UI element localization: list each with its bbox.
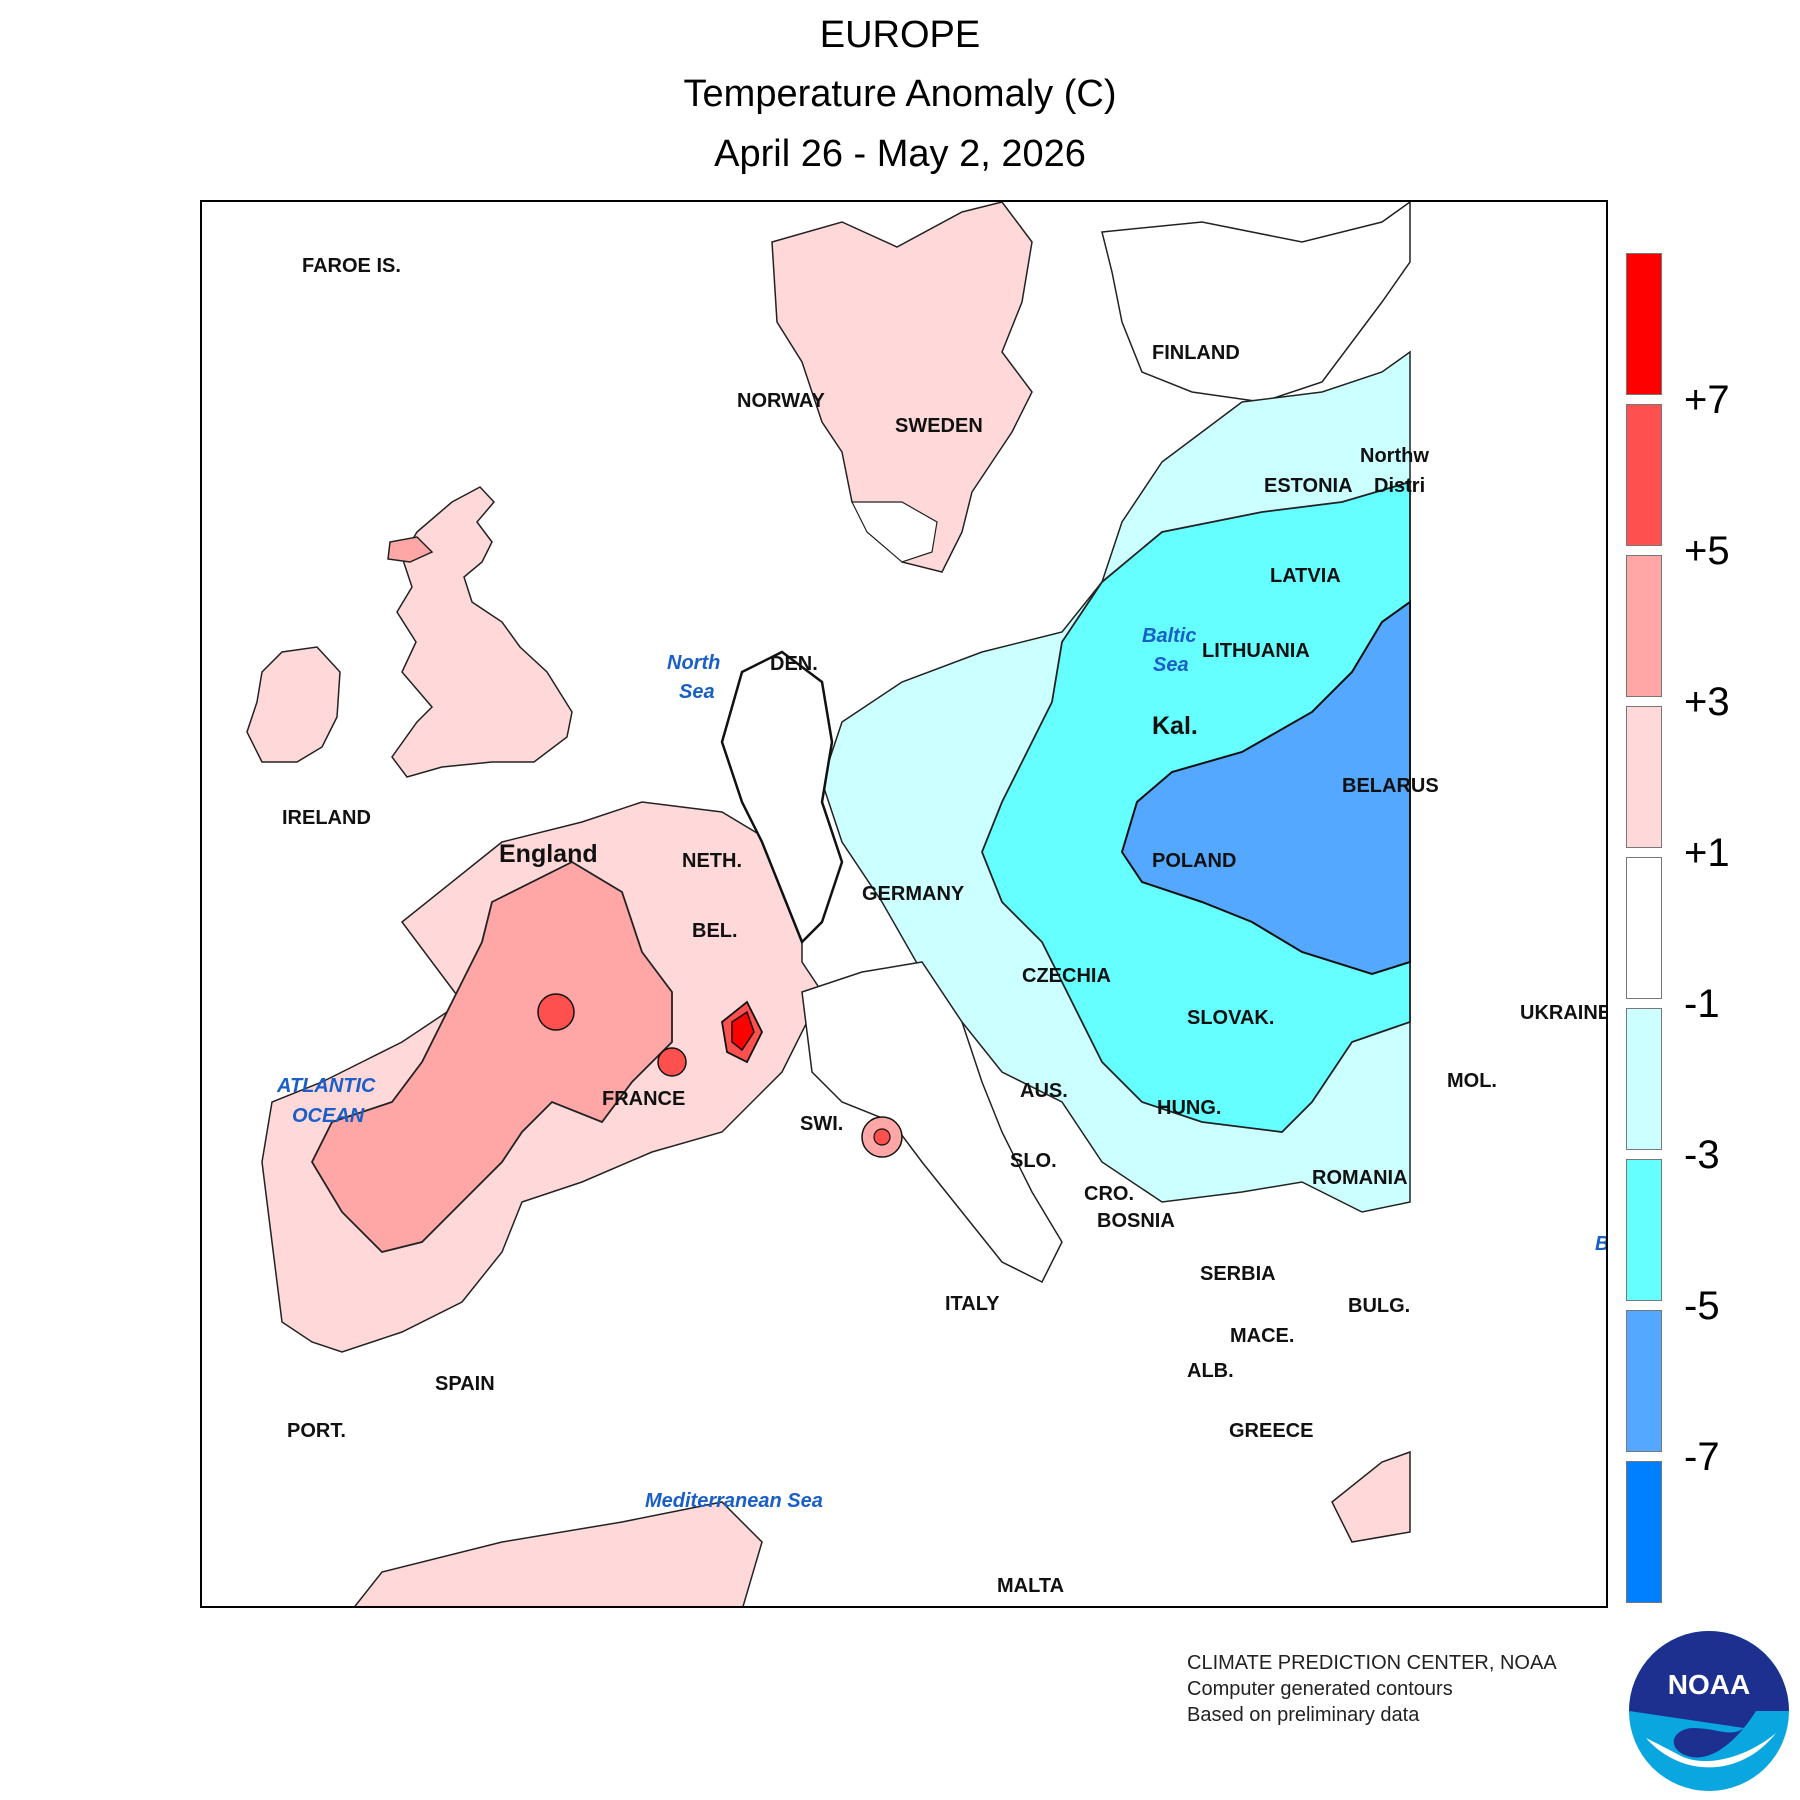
label-switzerland: SWI. <box>800 1113 843 1135</box>
legend-swatch <box>1626 253 1662 395</box>
label-england: England <box>499 840 598 868</box>
label-serbia: SERBIA <box>1200 1263 1276 1285</box>
label-denmark: DEN. <box>770 653 818 675</box>
anomaly-map: FAROE IS. NORWAY SWEDEN FINLAND ESTONIA … <box>246 202 1608 1606</box>
legend-tick-label: -5 <box>1684 1284 1720 1328</box>
land-germany-neutral <box>720 650 844 945</box>
zone-france-hot <box>537 993 575 1031</box>
legend-swatch <box>1626 555 1662 697</box>
label-finland: FINLAND <box>1152 342 1240 364</box>
label-latvia: LATVIA <box>1270 565 1341 587</box>
zone-italy-hot <box>873 1128 891 1146</box>
legend-swatch <box>1626 857 1662 999</box>
label-belarus: BELARUS <box>1342 775 1439 797</box>
label-croatia: CRO. <box>1084 1183 1134 1205</box>
legend-tick-label: -7 <box>1684 1435 1720 1479</box>
label-faroe: FAROE IS. <box>302 255 401 277</box>
noaa-logo-icon: NOAA <box>1629 1631 1789 1791</box>
label-france: FRANCE <box>602 1088 685 1110</box>
legend-tick-label: +1 <box>1684 831 1730 875</box>
label-kaliningrad: Kal. <box>1152 712 1198 740</box>
color-legend: +7 +5 +3 +1 -1 -3 -5 -7 <box>1622 248 1772 1608</box>
zone-france-warm <box>310 860 673 1253</box>
map-title: EUROPE <box>819 14 981 56</box>
label-hungary: HUNG. <box>1157 1097 1221 1119</box>
label-north-sea-1: North <box>667 652 720 674</box>
label-malta: MALTA <box>997 1575 1064 1597</box>
land-italy <box>801 961 1063 1284</box>
logo-gull <box>1646 1733 1776 1768</box>
land-north-africa <box>354 1501 763 1606</box>
land-finland <box>1101 202 1411 403</box>
label-slovenia: SLO. <box>1010 1150 1057 1172</box>
map-variable: Temperature Anomaly (C) <box>683 73 1117 115</box>
label-northwest-district: Northw <box>1360 445 1429 467</box>
legend-swatch <box>1626 1159 1662 1301</box>
zone-scotland-warm <box>387 536 434 563</box>
zone-ukraine-very-cold <box>1120 600 1411 976</box>
label-belgium: BEL. <box>692 920 738 942</box>
label-lithuania: LITHUANIA <box>1202 640 1310 662</box>
label-ireland: IRELAND <box>282 807 371 829</box>
label-sweden: SWEDEN <box>895 415 983 437</box>
label-ukraine: UKRAINE <box>1520 1002 1608 1024</box>
label-greece: GREECE <box>1229 1420 1313 1442</box>
label-moldova: MOL. <box>1447 1070 1497 1092</box>
legend-tick-label: -3 <box>1684 1133 1720 1177</box>
label-estonia: ESTONIA <box>1264 475 1353 497</box>
legend-tick-label: -1 <box>1684 982 1720 1026</box>
label-atlantic-2: OCEAN <box>292 1105 365 1127</box>
label-romania: ROMANIA <box>1312 1167 1408 1189</box>
credit-line-3: Based on preliminary data <box>1187 1704 1420 1726</box>
label-germany: GERMANY <box>862 883 965 905</box>
label-norway: NORWAY <box>737 390 825 412</box>
label-czechia: CZECHIA <box>1022 965 1111 987</box>
label-albania: ALB. <box>1187 1360 1234 1382</box>
zone-sweden-neutral <box>851 501 938 563</box>
credit-line-1: CLIMATE PREDICTION CENTER, NOAA <box>1187 1652 1557 1674</box>
zone-france-hot-2 <box>657 1047 687 1077</box>
label-northwest-district-2: Distri <box>1374 475 1425 497</box>
label-slovakia: SLOVAK. <box>1187 1007 1274 1029</box>
label-italy: ITALY <box>945 1293 1000 1315</box>
label-bosnia: BOSNIA <box>1097 1210 1175 1232</box>
map-panel[interactable]: FAROE IS. NORWAY SWEDEN FINLAND ESTONIA … <box>200 200 1608 1608</box>
land-ireland <box>246 646 341 763</box>
label-portugal: PORT. <box>287 1420 346 1442</box>
logo-text: NOAA <box>1668 1669 1750 1700</box>
label-north-sea-2: Sea <box>679 681 715 703</box>
map-period: April 26 - May 2, 2026 <box>714 133 1086 175</box>
label-austria: AUS. <box>1020 1080 1068 1102</box>
legend-tick-label: +5 <box>1684 529 1730 573</box>
credit-line-2: Computer generated contours <box>1187 1678 1453 1700</box>
land-turkey <box>1331 1450 1411 1543</box>
legend-swatch <box>1626 1461 1662 1603</box>
credits: CLIMATE PREDICTION CENTER, NOAA Computer… <box>1187 1650 1557 1728</box>
label-baltic-2: Sea <box>1153 654 1189 676</box>
label-mediterranean: Mediterranean Sea <box>645 1490 823 1512</box>
legend-swatch <box>1626 404 1662 546</box>
label-atlantic-1: ATLANTIC <box>276 1075 376 1097</box>
legend-swatch <box>1626 706 1662 848</box>
label-poland: POLAND <box>1152 850 1236 872</box>
legend-swatch <box>1626 1310 1662 1452</box>
legend-swatch <box>1626 1008 1662 1150</box>
label-bulgaria: BULG. <box>1348 1295 1410 1317</box>
legend-tick-label: +3 <box>1684 680 1730 724</box>
logo-dark-half <box>1629 1631 1789 1758</box>
land-sweden <box>771 202 1033 573</box>
label-baltic-1: Baltic <box>1142 625 1196 647</box>
label-black-sea-fragment: B <box>1595 1233 1608 1255</box>
zone-alps-hotspot <box>731 1010 755 1052</box>
legend-tick-label: +7 <box>1684 378 1730 422</box>
land-uk <box>391 486 573 778</box>
label-macedonia: MACE. <box>1230 1325 1294 1347</box>
label-spain: SPAIN <box>435 1373 495 1395</box>
label-netherlands: NETH. <box>682 850 742 872</box>
